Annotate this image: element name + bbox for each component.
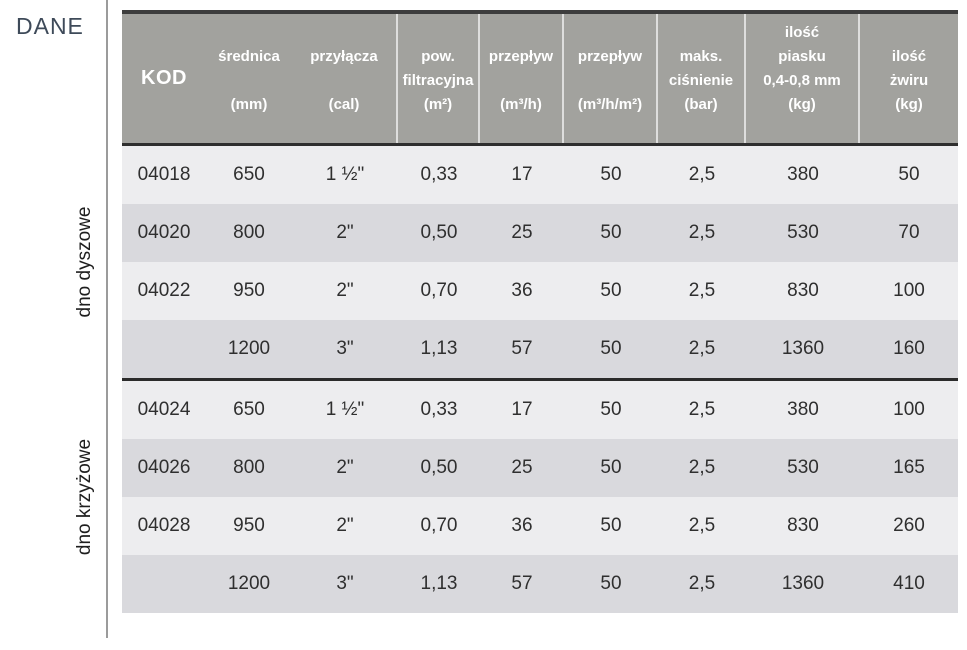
column-header-przeplyw-m3hm2: przepływ (m³/h/m²) (564, 14, 658, 143)
table-cell: 2" (336, 222, 354, 243)
table-cell: 2,5 (688, 338, 716, 359)
table-cell: 100 (893, 280, 925, 301)
table-cell: 0,33 (420, 399, 458, 420)
table-cell: 04022 (137, 280, 191, 301)
table-cell: 2,5 (688, 457, 716, 478)
table-cell: 2" (336, 280, 354, 301)
table-cell: 1 ½" (325, 399, 365, 420)
table-cell: 04024 (137, 399, 191, 420)
table-cell: 57 (511, 338, 533, 359)
table-cell: 36 (511, 280, 533, 301)
table-cell: 2,5 (688, 164, 716, 185)
table-cell: 1200 (227, 573, 271, 594)
table-cell: 950 (233, 280, 265, 301)
table-cell: 04020 (137, 222, 191, 243)
table-row: 1200 3" 1,13 57 50 2,5 1360 410 (122, 555, 958, 613)
table-cell: 57 (511, 573, 533, 594)
table-cell: 0,70 (420, 515, 458, 536)
table-cell: 1360 (781, 338, 825, 359)
table-cell: 0,70 (420, 280, 458, 301)
column-header-srednica: średnica (mm) (218, 48, 280, 113)
table-cell: 50 (600, 222, 622, 243)
table-cell (122, 320, 206, 378)
table-cell: 100 (893, 399, 925, 420)
table-cell: 50 (600, 164, 622, 185)
table-cell: 1,13 (420, 573, 458, 594)
table-cell: 50 (600, 457, 622, 478)
table-row: 1200 3" 1,13 57 50 2,5 1360 160 (122, 320, 958, 378)
table-cell: 0,50 (420, 457, 458, 478)
table-cell: 160 (893, 338, 925, 359)
table-cell: 17 (511, 399, 533, 420)
table-cell: 50 (600, 280, 622, 301)
spec-table: KOD średnica (mm) przyłącza (cal) pow. f… (122, 10, 958, 613)
row-group-label-dno-krzyzowe: dno krzyżowe (74, 438, 95, 556)
column-header-ilosc-zwiru: ilość żwiru (kg) (889, 48, 929, 113)
page-title: DANE (16, 13, 84, 39)
column-header-kod: KOD (122, 14, 206, 143)
table-cell: 530 (787, 457, 819, 478)
table-cell: 650 (233, 399, 265, 420)
table-cell: 04028 (137, 515, 191, 536)
table-row: 04022 950 2" 0,70 36 50 2,5 830 100 (122, 262, 958, 320)
table-cell: 950 (233, 515, 265, 536)
table-cell: 1200 (227, 338, 271, 359)
table-cell: 50 (898, 164, 920, 185)
column-header-maks-cisnienie: maks. ciśnienie (bar) (658, 14, 746, 143)
column-header-przylacza: przyłącza (cal) (292, 14, 398, 143)
table-cell: 2,5 (688, 399, 716, 420)
table-row: 04026 800 2" 0,50 25 50 2,5 530 165 (122, 439, 958, 497)
table-cell: 50 (600, 573, 622, 594)
table-cell: 1,13 (420, 338, 458, 359)
table-row: 04024 650 1 ½" 0,33 17 50 2,5 380 100 (122, 381, 958, 439)
table-cell: 2,5 (688, 222, 716, 243)
table-cell: 800 (233, 222, 265, 243)
table-cell: 2,5 (688, 515, 716, 536)
table-cell: 3" (336, 573, 354, 594)
table-header-row: KOD średnica (mm) przyłącza (cal) pow. f… (122, 10, 958, 146)
table-cell: 800 (233, 457, 265, 478)
row-group-label-dno-dyszowe: dno dyszowe (74, 206, 95, 318)
row-group-dno-krzyzowe: 04024 650 1 ½" 0,33 17 50 2,5 380 100 04… (122, 378, 958, 613)
table-cell: 0,33 (420, 164, 458, 185)
table-cell: 380 (787, 164, 819, 185)
table-cell: 25 (511, 457, 533, 478)
row-group-dno-dyszowe: 04018 650 1 ½" 0,33 17 50 2,5 380 50 040… (122, 146, 958, 378)
table-cell: 1360 (781, 573, 825, 594)
table-cell: 2" (336, 457, 354, 478)
table-cell: 2,5 (688, 573, 716, 594)
table-cell: 165 (893, 457, 925, 478)
column-header-przeplyw-m3h: przepływ (m³/h) (480, 14, 564, 143)
table-cell: 0,50 (420, 222, 458, 243)
table-cell: 260 (893, 515, 925, 536)
column-header-pow-filtracyjna: pow. filtracyjna (m²) (398, 14, 480, 143)
table-cell: 50 (600, 338, 622, 359)
table-row: 04018 650 1 ½" 0,33 17 50 2,5 380 50 (122, 146, 958, 204)
column-header-label: KOD (141, 67, 187, 89)
table-cell: 50 (600, 399, 622, 420)
table-cell: 04026 (137, 457, 191, 478)
table-cell: 3" (336, 338, 354, 359)
table-cell: 530 (787, 222, 819, 243)
table-cell: 2,5 (688, 280, 716, 301)
table-cell: 04018 (137, 164, 191, 185)
table-cell: 17 (511, 164, 533, 185)
table-cell: 2" (336, 515, 354, 536)
table-cell: 830 (787, 280, 819, 301)
table-cell: 70 (898, 222, 920, 243)
table-cell: 25 (511, 222, 533, 243)
table-row: 04028 950 2" 0,70 36 50 2,5 830 260 (122, 497, 958, 555)
left-divider-line (106, 0, 108, 638)
table-cell: 830 (787, 515, 819, 536)
table-row: 04020 800 2" 0,50 25 50 2,5 530 70 (122, 204, 958, 262)
table-cell: 1 ½" (325, 164, 365, 185)
table-cell: 50 (600, 515, 622, 536)
table-cell: 36 (511, 515, 533, 536)
column-header-ilosc-piasku: ilość piasku 0,4-0,8 mm (kg) (746, 14, 860, 143)
table-cell: 380 (787, 399, 819, 420)
table-cell: 410 (893, 573, 925, 594)
table-cell: 650 (233, 164, 265, 185)
table-cell (122, 555, 206, 613)
